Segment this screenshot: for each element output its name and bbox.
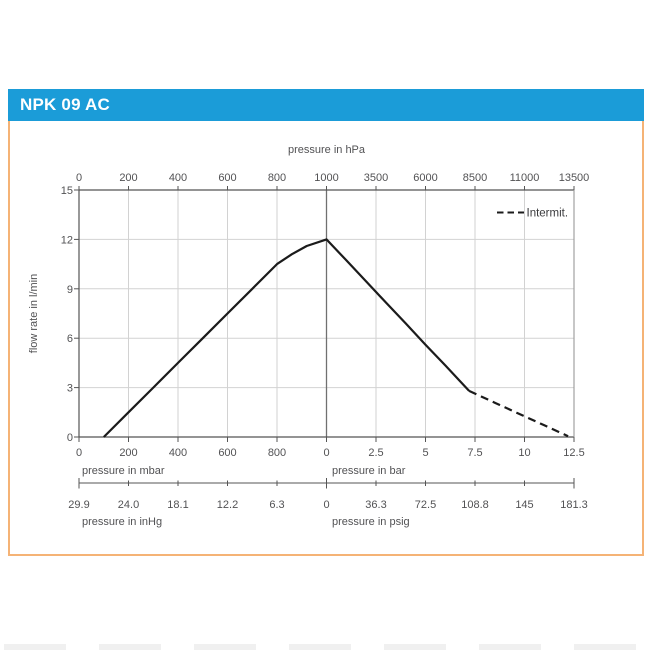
chart-card [8,121,644,556]
card-header: NPK 09 AC [8,89,644,121]
page-title: NPK 09 AC [20,95,110,114]
next-section-hint [4,644,646,650]
